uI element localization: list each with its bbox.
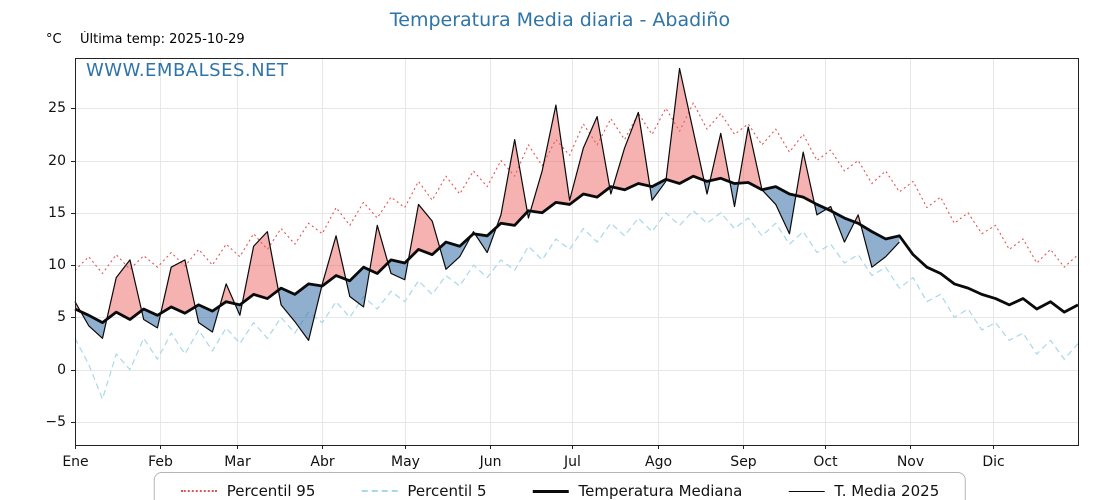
mediana-line-icon <box>532 489 569 493</box>
chart-legend: Percentil 95 Percentil 5 Temperatura Med… <box>153 472 967 500</box>
last-temp-label: Última temp: 2025-10-29 <box>80 32 245 47</box>
percentil95-line-icon <box>180 490 217 492</box>
legend-label-mediana: Temperatura Mediana <box>578 482 743 500</box>
legend-label-tmedia2025: T. Media 2025 <box>834 482 940 500</box>
legend-label-percentil95: Percentil 95 <box>226 482 316 500</box>
legend-label-percentil5: Percentil 5 <box>407 482 487 500</box>
legend-item-percentil5: Percentil 5 <box>361 482 486 500</box>
y-axis-unit-label: °C <box>46 32 62 47</box>
chart-title: Temperatura Media diaria - Abadiño <box>389 9 731 31</box>
legend-item-tmedia2025: T. Media 2025 <box>788 482 939 500</box>
legend-item-percentil95: Percentil 95 <box>180 482 316 500</box>
percentil5-line-icon <box>361 490 398 492</box>
watermark-embalses: WWW.EMBALSES.NET <box>86 60 289 81</box>
legend-item-mediana: Temperatura Mediana <box>532 482 742 500</box>
tmedia2025-line-icon <box>788 490 825 492</box>
